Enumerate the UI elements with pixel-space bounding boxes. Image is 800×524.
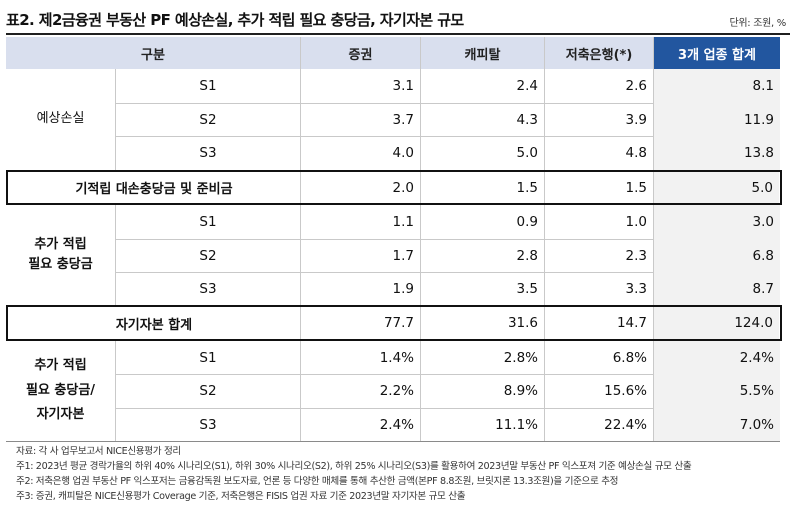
scenario-label: S1 <box>115 341 300 374</box>
value-securities: 1.1 <box>300 205 420 239</box>
source-note: 자료: 각 사 업무보고서 NICE신용평가 정리 <box>16 446 181 457</box>
value-savings-bank: 15.6% <box>544 374 653 408</box>
value-securities: 1.9 <box>300 272 420 305</box>
scenario-label: S3 <box>115 408 300 441</box>
value-capital: 31.6 <box>420 307 544 339</box>
value-savings-bank: 1.0 <box>544 205 653 239</box>
row-divider <box>115 239 780 240</box>
value-savings-bank: 1.5 <box>544 172 653 203</box>
value-total: 8.1 <box>653 69 780 103</box>
value-capital: 5.0 <box>420 136 544 170</box>
scenario-label: S2 <box>115 239 300 272</box>
value-savings-bank: 22.4% <box>544 408 653 441</box>
value-total: 8.7 <box>653 272 780 305</box>
value-capital: 3.5 <box>420 272 544 305</box>
value-capital: 2.8 <box>420 239 544 272</box>
title-rule <box>6 33 790 35</box>
scenario-label: S2 <box>115 374 300 408</box>
value-capital: 2.4 <box>420 69 544 103</box>
footnote-3: 주3: 증권, 캐피탈은 NICE신용평가 Coverage 기준, 저축은행은… <box>16 491 466 503</box>
value-total: 124.0 <box>653 307 779 339</box>
group-label-additional-provision: 추가 적립 필요 충당금 <box>28 236 93 272</box>
value-capital: 0.9 <box>420 205 544 239</box>
value-savings-bank: 3.3 <box>544 272 653 305</box>
row-divider <box>115 103 780 104</box>
equity-total-highlight-box: 자기자본 합계 77.7 31.6 14.7 124.0 <box>6 305 782 341</box>
header-three-sector-total: 3개 업종 합계 <box>653 37 780 69</box>
value-securities: 77.7 <box>300 307 420 339</box>
table-row: S3 4.0 5.0 4.8 13.8 <box>6 136 780 170</box>
scenario-label: S3 <box>115 136 300 170</box>
row-label-existing-reserve: 기적립 대손충당금 및 준비금 <box>75 182 233 197</box>
header-capital: 캐피탈 <box>420 37 544 69</box>
value-capital: 8.9% <box>420 374 544 408</box>
value-total: 5.5% <box>653 374 780 408</box>
row-divider <box>115 374 780 375</box>
value-total: 5.0 <box>653 172 779 203</box>
row-divider <box>115 136 780 137</box>
header-savings-bank: 저축은행(*) <box>544 37 653 69</box>
value-capital: 11.1% <box>420 408 544 441</box>
value-total: 11.9 <box>653 103 780 136</box>
table-row: S2 1.7 2.8 2.3 6.8 <box>6 239 780 272</box>
value-capital: 1.5 <box>420 172 544 203</box>
row-divider <box>115 408 780 409</box>
value-total: 6.8 <box>653 239 780 272</box>
table-row: S3 1.9 3.5 3.3 8.7 <box>6 272 780 305</box>
value-total: 7.0% <box>653 408 780 441</box>
scenario-label: S2 <box>115 103 300 136</box>
value-savings-bank: 4.8 <box>544 136 653 170</box>
header-securities: 증권 <box>300 37 420 69</box>
row-label-equity-total: 자기자본 합계 <box>115 317 193 333</box>
table-title: 표2. 제2금융권 부동산 PF 예상손실, 추가 적립 필요 충당금, 자기자… <box>6 11 464 29</box>
table-row: S1 3.1 2.4 2.6 8.1 <box>6 69 780 103</box>
value-savings-bank: 6.8% <box>544 341 653 374</box>
value-securities: 3.1 <box>300 69 420 103</box>
scenario-label: S1 <box>115 205 300 239</box>
group-label-expected-loss: 예상손실 <box>36 111 85 127</box>
unit-label: 단위: 조원, % <box>729 18 786 29</box>
value-savings-bank: 3.9 <box>544 103 653 136</box>
table-row: S2 2.2% 8.9% 15.6% 5.5% <box>6 374 780 408</box>
value-savings-bank: 2.3 <box>544 239 653 272</box>
table-row: S2 3.7 4.3 3.9 11.9 <box>6 103 780 136</box>
header-category: 구분 <box>6 37 300 69</box>
table-row: S1 1.1 0.9 1.0 3.0 <box>6 205 780 239</box>
value-securities: 2.0 <box>300 172 420 203</box>
footnote-2: 주2: 저축은행 업권 부동산 PF 익스포저는 금융감독원 보도자료, 언론 … <box>16 476 619 488</box>
value-securities: 2.4% <box>300 408 420 441</box>
existing-reserve-highlight-box: 기적립 대손충당금 및 준비금 2.0 1.5 1.5 5.0 <box>6 170 782 205</box>
value-securities: 2.2% <box>300 374 420 408</box>
table-header: 구분 증권 캐피탈 저축은행(*) 3개 업종 합계 <box>6 37 780 69</box>
footnotes: 자료: 각 사 업무보고서 NICE신용평가 정리 주1: 2023년 평균 경… <box>16 444 692 505</box>
value-securities: 3.7 <box>300 103 420 136</box>
footnote-1: 주1: 2023년 평균 경락가율의 하위 40% 시나리오(S1), 하위 3… <box>16 461 692 473</box>
value-capital: 2.8% <box>420 341 544 374</box>
value-securities: 4.0 <box>300 136 420 170</box>
table-row: S3 2.4% 11.1% 22.4% 7.0% <box>6 408 780 441</box>
group-label-provision-to-equity: 추가 적립 필요 충당금/ 자기자본 <box>25 357 96 423</box>
value-total: 2.4% <box>653 341 780 374</box>
value-capital: 4.3 <box>420 103 544 136</box>
value-savings-bank: 2.6 <box>544 69 653 103</box>
value-securities: 1.4% <box>300 341 420 374</box>
value-total: 13.8 <box>653 136 780 170</box>
row-divider <box>115 272 780 273</box>
value-total: 3.0 <box>653 205 780 239</box>
scenario-label: S3 <box>115 272 300 305</box>
table-bottom-rule <box>6 441 780 442</box>
scenario-label: S1 <box>115 69 300 103</box>
value-savings-bank: 14.7 <box>544 307 653 339</box>
value-securities: 1.7 <box>300 239 420 272</box>
table-row: S1 1.4% 2.8% 6.8% 2.4% <box>6 341 780 374</box>
